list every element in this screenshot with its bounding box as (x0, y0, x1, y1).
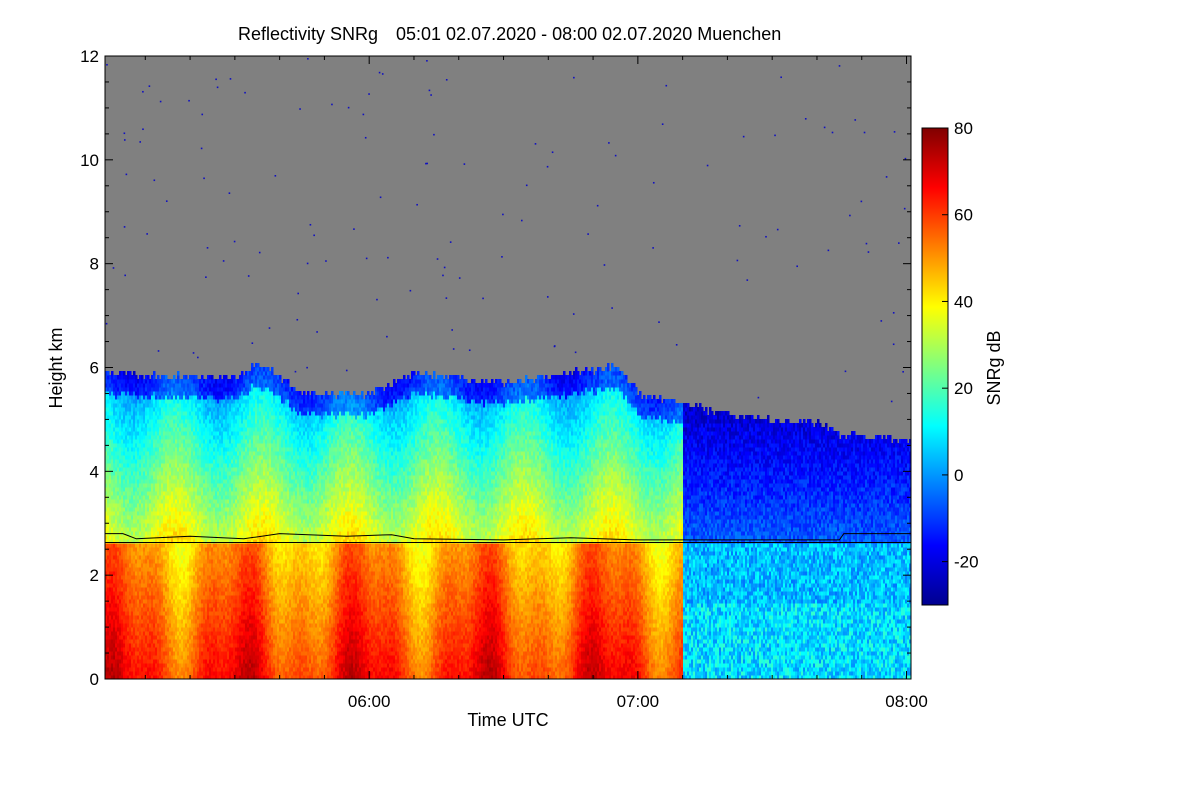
heatmap-cell (153, 371, 156, 376)
heatmap-cell (107, 371, 110, 376)
heatmap-cell (195, 375, 198, 380)
heatmap-cell (157, 375, 160, 380)
heatmap-cell (201, 375, 204, 380)
heatmap-cell (173, 375, 176, 380)
heatmap-cell (135, 375, 138, 380)
heatmap-cell (123, 371, 126, 376)
heatmap-cell (141, 375, 144, 380)
heatmap-cell (111, 371, 114, 376)
chart-subtitle: 05:01 02.07.2020 - 08:00 02.07.2020 Muen… (396, 24, 781, 44)
heatmap-cell (177, 375, 180, 380)
chart-title: Reflectivity SNRg (238, 24, 378, 44)
heatmap-cell (211, 375, 214, 380)
heatmap-cell (129, 371, 132, 376)
heatmap-cell (133, 371, 136, 376)
heatmap-cell (165, 375, 168, 380)
heatmap-cell (153, 375, 156, 380)
heatmap-cell (147, 375, 150, 380)
heatmap-cell (177, 371, 180, 376)
heatmap-cell (185, 375, 188, 380)
heatmap-cell (219, 375, 222, 380)
